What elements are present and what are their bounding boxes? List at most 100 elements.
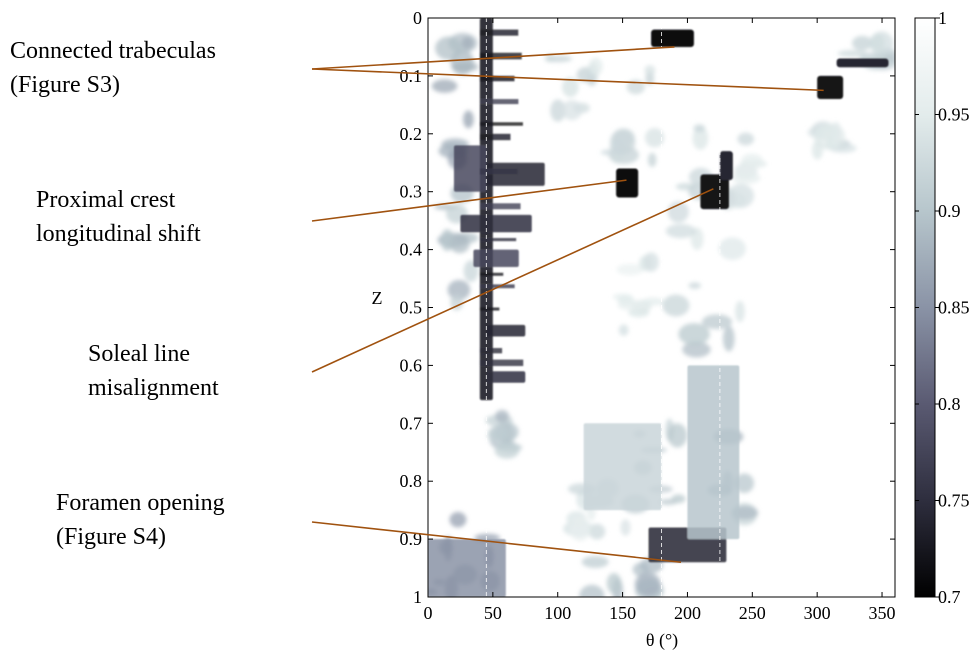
heatmap-texture-cell — [616, 263, 644, 276]
heatmap-texture-cell — [811, 140, 823, 160]
annotation-line-1: Soleal line — [88, 341, 190, 367]
heatmap-texture-cell — [461, 36, 474, 50]
heatmap-feature — [719, 151, 733, 181]
colorbar-tick-label: 0.75 — [938, 491, 970, 511]
colorbar-tick-label: 0.95 — [938, 105, 970, 125]
heatmap-feature — [616, 168, 639, 198]
heatmap-texture-cell — [561, 77, 579, 98]
annotation-line-2: longitudinal shift — [36, 221, 201, 247]
heatmap-texture-cell — [682, 341, 711, 358]
heatmap-feature — [473, 249, 519, 267]
heatmap-feature — [651, 29, 694, 47]
heatmap-texture-cell — [722, 325, 735, 352]
y-tick-label: 0.4 — [400, 240, 423, 260]
heatmap-feature — [479, 168, 518, 175]
heatmap-texture-cell — [642, 297, 664, 306]
annotation-soleal-line: Soleal line misalignment — [88, 337, 219, 405]
heatmap-feature — [479, 307, 500, 311]
annotation-leader-line — [311, 188, 714, 373]
heatmap-texture-cell — [688, 282, 701, 290]
heatmap-feature — [479, 238, 517, 242]
heatmap-feature — [479, 284, 515, 289]
heatmap-texture-cell — [734, 473, 755, 494]
colorbar: 0.7 0.75 0.8 0.85 0.9 0.95 1 — [914, 8, 970, 607]
annotation-lines — [311, 46, 824, 564]
plot-area — [428, 18, 895, 597]
colorbar-ticks: 0.7 0.75 0.8 0.85 0.9 0.95 1 — [915, 8, 970, 607]
heatmap-texture-cell — [495, 409, 510, 423]
x-tick-label: 100 — [544, 603, 571, 623]
heatmap-texture-cell — [813, 123, 846, 149]
annotation-line-2: (Figure S3) — [10, 72, 120, 98]
heatmap-texture-cell — [581, 555, 609, 568]
heatmap-texture-cell — [665, 223, 696, 239]
heatmap-texture-cell — [659, 498, 678, 506]
heatmap-feature — [486, 324, 526, 337]
heatmap-texture-cell — [588, 57, 603, 76]
annotation-leader-line — [311, 179, 627, 222]
heatmap-texture-cell — [678, 323, 710, 346]
dashed-guides — [485, 18, 721, 597]
annotation-foramen-opening: Foramen opening (Figure S4) — [56, 486, 225, 554]
heatmap-texture-cell — [851, 35, 873, 51]
x-axis-label: θ (°) — [646, 630, 678, 651]
heatmap-texture-cell — [741, 153, 763, 168]
heatmap-texture-cell — [618, 324, 629, 336]
heatmap-feature — [479, 75, 515, 82]
colorbar-tick-label: 0.9 — [938, 201, 961, 221]
heatmap-texture-cell — [662, 294, 690, 317]
heatmap-texture-cell — [569, 516, 591, 541]
heatmap-texture-cell — [489, 427, 508, 440]
heatmap-texture-cell — [579, 584, 605, 597]
heatmap-texture-cell — [447, 279, 471, 300]
heatmap-texture-cell — [449, 234, 470, 254]
heatmap-feature — [486, 371, 526, 383]
annotation-line-1: Connected trabeculas — [10, 38, 216, 64]
heatmap-texture-cell — [667, 423, 688, 448]
heatmap-texture-cell — [634, 572, 661, 597]
annotation-leader-line — [311, 521, 682, 564]
y-axis-ticks: 00.10.20.30.40.50.60.70.80.91 — [400, 8, 895, 607]
x-axis-ticks: 0 50 100 150 200 250 300 350 — [424, 18, 896, 623]
heatmap-texture-cell — [550, 99, 566, 122]
x-tick-label: 50 — [484, 603, 502, 623]
heatmap-feature — [460, 214, 532, 233]
y-tick-label: 0.1 — [400, 66, 423, 86]
heatmap-texture-cell — [435, 36, 463, 60]
heatmap-feature — [479, 122, 523, 126]
y-tick-label: 0.6 — [400, 355, 423, 375]
heatmap-texture-cell — [644, 128, 665, 148]
heatmap-feature — [687, 365, 740, 540]
heatmap-feature — [479, 29, 519, 36]
x-tick-label: 150 — [609, 603, 636, 623]
annotation-line-2: (Figure S4) — [56, 524, 166, 550]
heatmap-feature — [583, 423, 662, 511]
heatmap-feature — [479, 99, 519, 105]
annotation-connected-trabeculas: Connected trabeculas (Figure S3) — [10, 34, 216, 102]
heatmap-texture-cell — [718, 237, 746, 261]
heatmap-texture-cell — [617, 300, 647, 311]
heatmap-texture-cell — [545, 55, 573, 63]
heatmap-texture-cell — [647, 152, 657, 168]
heatmap-texture-cell — [620, 519, 631, 536]
heatmap-texture-cell — [606, 572, 622, 594]
heatmap-feature — [817, 75, 844, 100]
y-tick-label: 0 — [413, 8, 422, 28]
colorbar-tick-label: 0.7 — [938, 587, 961, 607]
heatmap-texture-cell — [561, 100, 583, 121]
heatmap-texture-cell — [869, 31, 894, 57]
annotation-line-1: Proximal crest — [36, 187, 176, 213]
heatmap-texture-cell — [731, 172, 761, 184]
heatmap-texture-cell — [693, 124, 706, 132]
heatmap-feature — [479, 348, 503, 354]
heatmap-feature — [700, 174, 729, 210]
heatmap-texture-cell — [737, 132, 755, 146]
y-tick-label: 0.5 — [400, 298, 423, 318]
heatmap-feature — [479, 203, 521, 210]
x-tick-label: 300 — [804, 603, 831, 623]
colorbar-tick-label: 0.8 — [938, 394, 961, 414]
annotation-line-2: misalignment — [88, 375, 219, 401]
heatmap-texture-cell — [701, 314, 733, 330]
x-tick-label: 350 — [869, 603, 896, 623]
